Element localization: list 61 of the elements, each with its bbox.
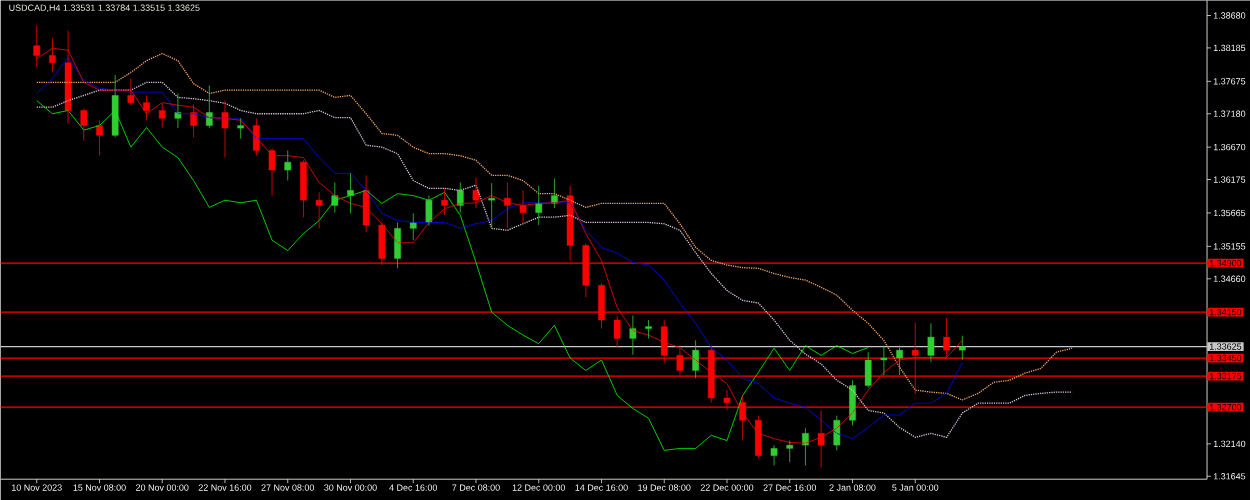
candlestick (896, 345, 903, 376)
candlestick (535, 185, 543, 226)
x-tick-label: 22 Nov 16:00 (198, 484, 252, 491)
candlestick (96, 119, 103, 156)
candlestick (111, 74, 119, 138)
candlestick (958, 335, 966, 361)
candlestick (284, 149, 292, 181)
y-tick-label: 1.32140 (1213, 440, 1246, 447)
ref-line-label: 1.34900 (1209, 259, 1242, 267)
x-tick-label: 27 Dec 16:00 (763, 484, 817, 491)
y-tick-label: 1.36670 (1213, 143, 1246, 151)
candlestick (864, 351, 872, 388)
ref-line-label: 1.32700 (1209, 403, 1242, 411)
y-tick-label: 1.37675 (1213, 78, 1246, 85)
candlestick (80, 108, 88, 141)
candlestick (927, 322, 935, 363)
y-tick-label: 1.31645 (1213, 472, 1246, 480)
x-tick-label: 10 Nov 2023 (12, 484, 62, 491)
x-tick-label: 7 Dec 08:00 (452, 484, 500, 491)
y-tick-label: 1.38680 (1213, 12, 1246, 19)
candlestick (833, 415, 841, 451)
y-tick-label: 1.35155 (1213, 243, 1246, 250)
x-tick-label: 30 Nov 00:00 (324, 484, 377, 491)
candlestick (770, 444, 778, 466)
ref-line-label: 1.33175 (1209, 372, 1242, 380)
candlestick (645, 319, 652, 339)
candlestick (488, 182, 496, 228)
x-tick-label: 4 Dec 16:00 (389, 484, 438, 491)
candlestick (300, 159, 307, 218)
y-tick-label: 1.38185 (1213, 44, 1246, 52)
candlestick (786, 440, 794, 463)
y-tick-label: 1.34660 (1213, 275, 1246, 282)
chart-title: USDCAD,H4 1.33531 1.33784 1.33515 1.33625 (9, 4, 200, 12)
candlestick (143, 94, 150, 121)
ref-line-label: 1.34150 (1209, 308, 1242, 316)
candlestick (315, 191, 323, 229)
x-tick-label: 12 Dec 00:00 (512, 484, 566, 491)
candlestick (237, 117, 245, 139)
candlestick (409, 212, 417, 241)
x-tick-label: 19 Dec 08:00 (638, 484, 691, 491)
candlestick (613, 315, 621, 348)
x-tick-label: 15 Nov 08:00 (73, 484, 126, 491)
x-tick-label: 22 Dec 00:00 (700, 484, 754, 491)
candlestick (127, 77, 135, 106)
candlestick (441, 187, 448, 216)
x-tick-label: 2 Jan 08:00 (829, 484, 876, 491)
candlestick (158, 102, 166, 128)
candlestick (880, 345, 888, 376)
y-tick-label: 1.35665 (1213, 209, 1246, 217)
ref-line-label: 1.33450 (1209, 354, 1242, 362)
x-tick-label: 20 Nov 00:00 (136, 484, 189, 491)
candlestick (221, 100, 229, 158)
x-tick-label: 14 Dec 16:00 (575, 484, 628, 491)
candlestick (362, 174, 370, 233)
line-series (36, 100, 869, 451)
y-tick-label: 1.36175 (1213, 176, 1246, 183)
y-tick-label: 1.37180 (1213, 110, 1246, 117)
x-tick-label: 27 Nov 08:00 (261, 484, 315, 491)
ref-line-label: 1.33625 (1209, 343, 1242, 350)
x-tick-label: 5 Jan 00:00 (892, 484, 939, 491)
candlestick (174, 92, 182, 129)
